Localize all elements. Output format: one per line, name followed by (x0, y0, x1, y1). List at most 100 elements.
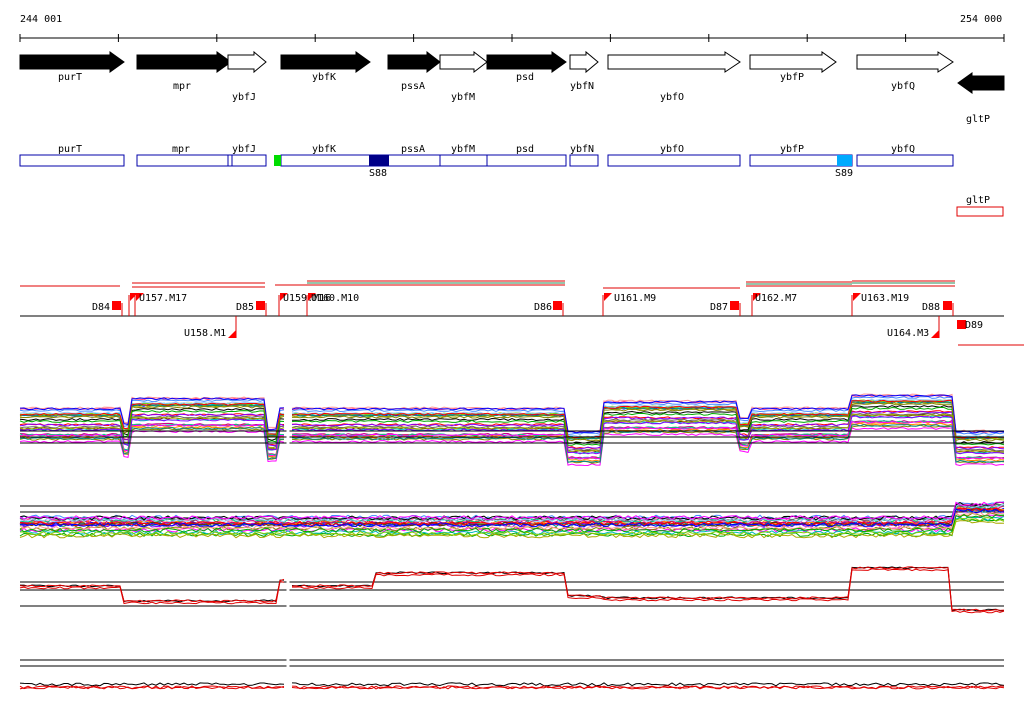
gene-ybfQ[interactable]: ybfQ (856, 51, 954, 92)
gene-track: purT mpr ybfJ ybfK pssA ybfM psd ybfN (19, 50, 1005, 125)
operon-label: mpr (172, 144, 190, 155)
gene-label: ybfQ (891, 81, 915, 92)
s-site-S88[interactable] (369, 155, 389, 166)
expression-track-4 (19, 655, 1005, 700)
operon-label: gltP (966, 195, 990, 206)
operon-label: ybfJ (232, 144, 256, 155)
u-marker-U159[interactable]: U159.M16 (283, 293, 331, 304)
operon-label: psd (516, 144, 534, 155)
gene-ybfJ[interactable]: ybfJ (227, 50, 267, 103)
d-marker-D88[interactable]: D88 (922, 302, 940, 313)
expression-line (19, 502, 1005, 522)
s-site-S89[interactable] (837, 155, 852, 166)
expression-line (19, 394, 1005, 434)
d-marker-D86[interactable]: D86 (534, 302, 552, 313)
expression-track-3 (19, 566, 1005, 620)
expression-line (19, 413, 1004, 453)
gene-ybfK[interactable]: ybfK (280, 51, 371, 83)
operon-box-gltP[interactable] (956, 206, 1004, 217)
operon-box-ybfN[interactable] (569, 154, 599, 167)
operon-label: ybfO (660, 144, 684, 155)
expression-line (19, 406, 1005, 446)
u-marker-U160[interactable]: U160.M10 (311, 293, 359, 304)
gene-label: purT (58, 72, 82, 83)
expression-line (19, 393, 1005, 433)
operon-box-ybfO[interactable] (607, 154, 741, 167)
start-coordinate: 244 001 (20, 14, 62, 25)
gene-gltP[interactable]: gltP (957, 72, 1005, 125)
operon-label: pssA (401, 144, 425, 155)
operon-label: ybfM (451, 144, 475, 155)
gene-label: ybfO (660, 92, 684, 103)
expression-line (19, 682, 1005, 687)
expression-line (19, 410, 1005, 450)
expression-line (20, 566, 1004, 612)
gene-ybfN[interactable]: ybfN (569, 50, 599, 92)
gene-label: psd (516, 72, 534, 83)
operon-box-ybfP[interactable] (749, 154, 853, 167)
expression-line (19, 512, 1005, 532)
expression-line (19, 420, 1005, 460)
expression-line (19, 520, 1005, 539)
gene-ybfO[interactable]: ybfO (607, 51, 741, 103)
s-label: S89 (835, 168, 853, 179)
gene-mpr[interactable]: mpr (136, 51, 232, 92)
u-marker-U164[interactable]: U164.M3 (887, 328, 929, 339)
expression-line (19, 568, 1005, 614)
operon-box-mpr[interactable] (136, 154, 229, 167)
gene-pssA[interactable]: pssA (387, 50, 441, 92)
operon-label: ybfK (312, 144, 336, 155)
gene-label: gltP (966, 114, 990, 125)
s-site-green[interactable] (274, 155, 281, 166)
operon-box-ybfK-pssA[interactable] (280, 154, 441, 167)
operon-label: ybfN (570, 144, 594, 155)
expression-line (19, 501, 1005, 521)
coordinate-axis: 244 001 254 000 (19, 14, 1005, 42)
u-marker-U158[interactable]: U158.M1 (184, 328, 226, 339)
operon-label: ybfQ (891, 144, 915, 155)
u-marker-U162[interactable]: U162.M7 (755, 293, 797, 304)
operon-label: ybfP (780, 144, 804, 155)
gene-ybfP[interactable]: ybfP (749, 51, 837, 83)
operon-box-ybfM[interactable] (439, 154, 488, 167)
d-marker-D84[interactable]: D84 (92, 302, 110, 313)
gene-label: ybfM (451, 92, 475, 103)
expression-line (19, 402, 1005, 442)
d-marker-D85[interactable]: D85 (236, 302, 254, 313)
expression-line (19, 513, 1005, 533)
operon-label: purT (58, 144, 82, 155)
operon-box-ybfJ[interactable] (227, 154, 267, 167)
expression-line (19, 508, 1005, 528)
u-marker-U157[interactable]: U157.M17 (139, 293, 187, 304)
operon-box-purT[interactable] (19, 154, 125, 167)
gene-label: ybfP (780, 72, 804, 83)
expression-track-1 (19, 393, 1005, 467)
gene-label: ybfJ (232, 92, 256, 103)
gene-purT[interactable]: purT (19, 51, 125, 83)
gene-label: ybfN (570, 81, 594, 92)
expression-track-2 (19, 501, 1005, 539)
expression-line (19, 399, 1005, 439)
gene-label: mpr (173, 81, 191, 92)
gene-label: pssA (401, 81, 425, 92)
expression-line (19, 415, 1005, 455)
expression-line (19, 507, 1005, 527)
marker-track: D84 D85 D86 D87 D88 D89 U157.M17 U158.M1… (20, 280, 1024, 346)
u-marker-U163[interactable]: U163.M19 (861, 293, 909, 304)
gene-psd[interactable]: psd (486, 51, 567, 83)
expression-line (19, 424, 1005, 464)
operon-track: purT mpr ybfJ ybfK pssA ybfM psd ybfN yb… (19, 144, 1004, 217)
gene-ybfM[interactable]: ybfM (439, 50, 488, 103)
end-coordinate: 254 000 (960, 14, 1002, 25)
expression-line (19, 566, 1005, 612)
s-label: S88 (369, 168, 387, 179)
d-marker-D89[interactable]: D89 (965, 320, 983, 331)
operon-box-ybfQ[interactable] (856, 154, 954, 167)
u-marker-U161[interactable]: U161.M9 (614, 293, 656, 304)
operon-box-psd[interactable] (486, 154, 567, 167)
expression-line (19, 427, 1004, 467)
expression-line (19, 511, 1005, 531)
d-marker-D87[interactable]: D87 (710, 302, 728, 313)
expression-line (19, 516, 1005, 536)
